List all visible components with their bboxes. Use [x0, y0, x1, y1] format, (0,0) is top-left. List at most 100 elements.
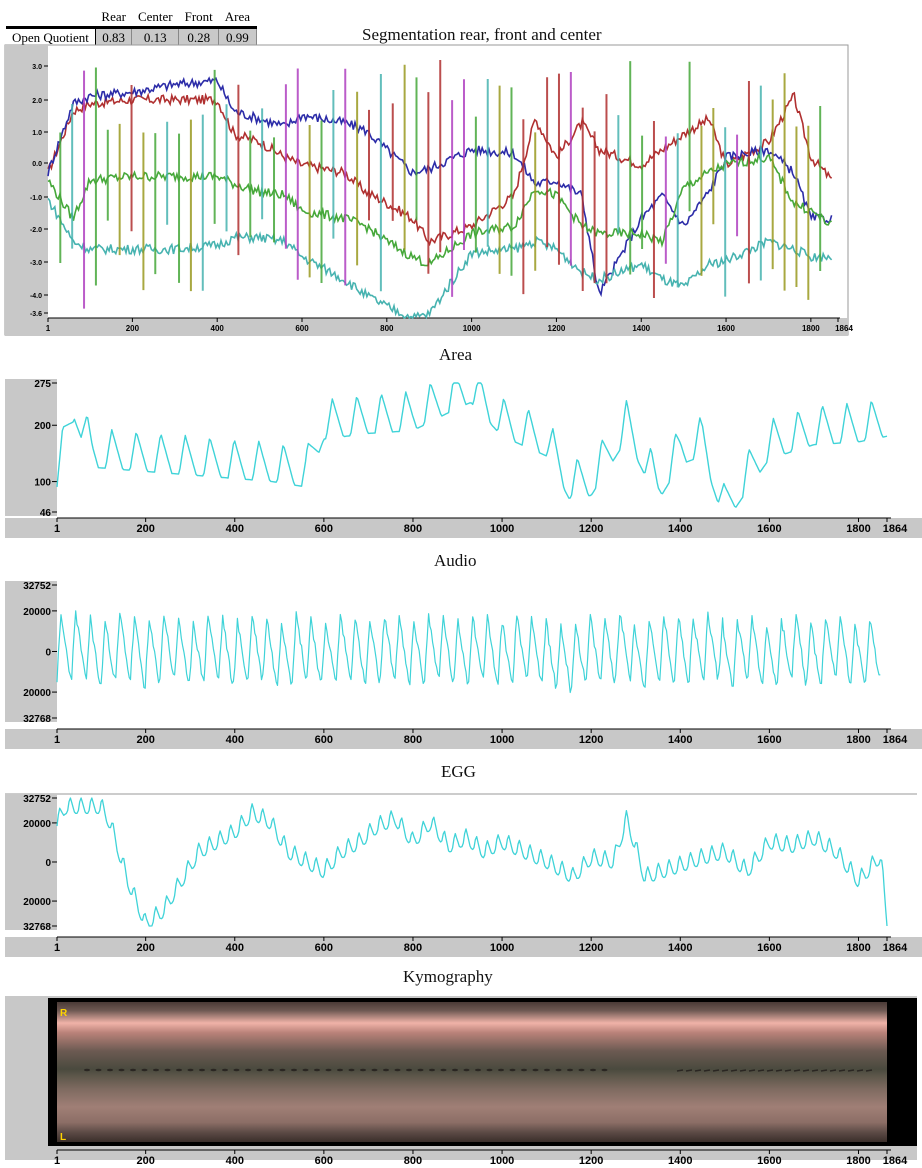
x-tick-label: 1600 [757, 942, 781, 954]
y-tick-label: 32768 [23, 714, 51, 725]
x-tick-label: 1 [46, 324, 51, 333]
y-tick-label: 32768 [23, 922, 51, 933]
kymo-dash [371, 1068, 378, 1072]
kymo-dash [712, 1069, 720, 1072]
egg-signal-line [56, 797, 888, 927]
y-tick-label: 2.0 [32, 98, 42, 105]
kymo-dash [314, 1068, 320, 1072]
kymo-dash [784, 1069, 792, 1072]
x-tick-label: 1 [54, 523, 60, 535]
x-tick-label: 1600 [717, 324, 735, 333]
kymography-title: Kymography [403, 967, 493, 986]
kymo-dash [463, 1068, 470, 1072]
kymo-dash [222, 1068, 228, 1072]
kymo-dash [406, 1068, 412, 1072]
audio-chart-title: Audio [434, 551, 477, 570]
kymo-dash [452, 1068, 458, 1072]
open-quotient-table: Rear Center Front Area Open Quotient 0.8… [6, 8, 257, 47]
y-tick-label: 100 [34, 478, 51, 489]
kymo-dash [245, 1068, 251, 1072]
kymo-dash [685, 1069, 693, 1072]
x-tick-label: 1 [54, 734, 60, 746]
kymo-dash [567, 1068, 573, 1072]
x-tick-label: 600 [295, 324, 309, 333]
kymo-dash [730, 1069, 738, 1072]
table-header-center: Center [131, 8, 179, 29]
x-tick-label: 1400 [668, 942, 692, 954]
y-tick-label: 0 [45, 647, 51, 658]
kymo-dash [176, 1068, 182, 1072]
y-tick-label: -3.6 [30, 311, 42, 318]
kymo-dash [302, 1068, 309, 1072]
x-tick-label: 1200 [579, 942, 603, 954]
x-tick-label: 400 [226, 942, 244, 954]
y-tick-label: 20000 [23, 688, 51, 699]
x-tick-label: 1400 [632, 324, 650, 333]
x-tick-label: 600 [315, 1155, 333, 1167]
kymo-dash [802, 1069, 810, 1072]
x-tick-label: 800 [404, 523, 422, 535]
x-tick-label: 1800 [846, 734, 870, 746]
y-tick-label: -3.0 [30, 260, 42, 267]
kymo-dash [141, 1068, 148, 1072]
x-tick-label: 1800 [846, 523, 870, 535]
y-axis-strip [5, 379, 57, 516]
x-tick-label: 1600 [757, 1155, 781, 1167]
x-tick-label: 400 [226, 1155, 244, 1167]
x-tick-label: 1200 [579, 734, 603, 746]
x-axis-band [5, 518, 922, 538]
table-cell-rear: 0.83 [95, 27, 133, 47]
kymo-dash [856, 1069, 864, 1072]
kymo-dash [578, 1068, 585, 1072]
y-tick-label: 20000 [23, 897, 51, 908]
x-tick-label: 1400 [668, 1155, 692, 1167]
kymo-dash [84, 1068, 90, 1072]
kymo-dash [268, 1068, 274, 1072]
kymo-dash [118, 1068, 125, 1072]
kymo-dash [838, 1069, 846, 1072]
kymo-dash [703, 1069, 711, 1072]
area-chart-title: Area [439, 345, 473, 364]
kymo-dash [95, 1068, 102, 1072]
y-tick-label: -4.0 [30, 293, 42, 300]
segmentation-plot-frame [4, 44, 849, 336]
x-tick-label: 600 [315, 942, 333, 954]
table-cell-center: 0.13 [131, 27, 180, 47]
x-tick-label: 1864 [883, 734, 908, 746]
x-tick-label: 1800 [802, 324, 820, 333]
kymo-dash [417, 1068, 424, 1072]
kymo-dash [521, 1068, 527, 1072]
kymo-dash [187, 1068, 194, 1072]
audio-signal-line [56, 610, 881, 694]
table-header-rear: Rear [95, 8, 132, 29]
x-tick-label: 1800 [846, 942, 870, 954]
x-axis-band [5, 937, 922, 957]
kymo-dash [721, 1069, 729, 1072]
kymo-dash [279, 1068, 286, 1072]
kymo-dash [865, 1069, 873, 1072]
x-tick-label: 1000 [463, 324, 481, 333]
y-tick-label: 0.0 [32, 161, 42, 168]
kymo-dash [233, 1068, 240, 1072]
kymo-dash [498, 1068, 504, 1072]
kymography-image [57, 1002, 887, 1142]
kymo-dash [325, 1068, 332, 1072]
x-tick-label: 400 [226, 734, 244, 746]
kymo-dash [590, 1068, 596, 1072]
x-axis-band [5, 729, 922, 749]
kymo-dash [757, 1069, 765, 1072]
y-axis-strip [5, 794, 57, 930]
kymo-dash [291, 1068, 297, 1072]
x-tick-label: 1000 [490, 734, 514, 746]
kymo-dash [337, 1068, 343, 1072]
x-axis-band [5, 318, 848, 336]
y-tick-label: 20000 [23, 607, 51, 618]
kymo-dash [440, 1068, 447, 1072]
kymo-dash [210, 1068, 217, 1072]
x-tick-label: 1864 [883, 942, 908, 954]
kymo-dash [766, 1069, 774, 1072]
y-tick-label: 0 [45, 858, 51, 869]
kymo-dash [383, 1068, 389, 1072]
kymo-dash [555, 1068, 562, 1072]
kymo-dash [164, 1068, 171, 1072]
